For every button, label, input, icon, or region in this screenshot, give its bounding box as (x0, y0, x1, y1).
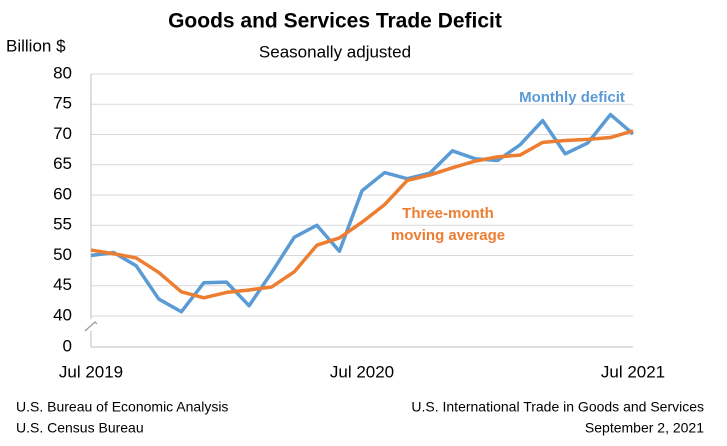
y-tick-label: 60 (53, 184, 72, 203)
y-tick-label: 70 (53, 124, 72, 143)
source: U.S. Bureau of Economic Analysis (16, 399, 228, 415)
y-tick-label: 45 (53, 275, 72, 294)
series-annotation: Monthly deficit (519, 89, 625, 106)
y-tick-label: 50 (53, 245, 72, 264)
x-tick-label: Jul 2020 (330, 362, 394, 381)
series-line (90, 112, 635, 314)
y-tick-label: 65 (53, 154, 72, 173)
x-tick-label: Jul 2019 (59, 362, 123, 381)
y-tick-label: 75 (53, 94, 72, 113)
source: U.S. Census Bureau (16, 420, 144, 436)
source: U.S. International Trade in Goods and Se… (411, 399, 704, 415)
series-annotation: Three-month moving average (390, 205, 506, 244)
x-tick-label: Jul 2021 (601, 362, 665, 381)
y-axis-label: Billion $ (6, 36, 66, 55)
y-tick-label: 0 (63, 336, 72, 355)
y-tick-label: 55 (53, 215, 72, 234)
chart-subtitle: Seasonally adjusted (259, 42, 411, 61)
series-line (90, 129, 634, 300)
chart-title: Goods and Services Trade Deficit (168, 10, 502, 33)
axis-break (84, 321, 98, 332)
y-tick-label: 80 (53, 63, 72, 82)
source: September 2, 2021 (585, 420, 704, 436)
y-tick-label: 40 (53, 305, 72, 324)
